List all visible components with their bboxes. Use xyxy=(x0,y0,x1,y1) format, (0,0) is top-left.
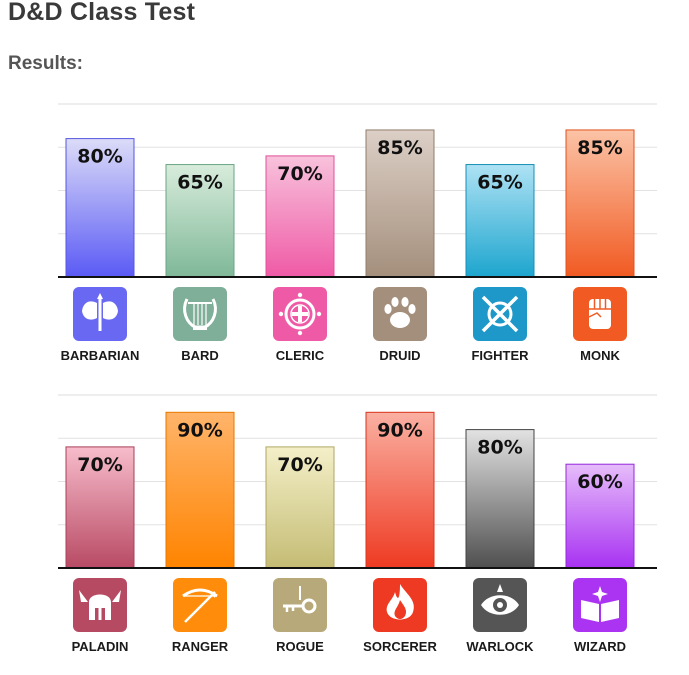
paw-print-icon xyxy=(373,287,427,341)
bow-arrow-icon xyxy=(173,578,227,632)
winged-helmet-icon xyxy=(73,578,127,632)
fist-icon xyxy=(573,287,627,341)
bar-ranger xyxy=(165,411,235,569)
holy-cross-icon xyxy=(273,287,327,341)
class-name-rogue: ROGUE xyxy=(276,639,324,654)
bar-cleric xyxy=(265,155,335,278)
class-name-warlock: WARLOCK xyxy=(466,639,534,654)
page-title: D&D Class Test xyxy=(8,0,196,26)
class-name-fighter: FIGHTER xyxy=(471,348,529,363)
class-name-monk: MONK xyxy=(580,348,620,363)
spellbook-icon xyxy=(573,578,627,632)
bar-value-paladin: 70% xyxy=(77,454,122,476)
bar-value-bard: 65% xyxy=(177,172,222,194)
bar-value-fighter: 65% xyxy=(477,172,522,194)
crossed-swords-icon xyxy=(473,287,527,341)
class-name-bard: BARD xyxy=(181,348,219,363)
results-label: Results: xyxy=(8,53,83,74)
bar-value-rogue: 70% xyxy=(277,454,322,476)
battle-axe-icon xyxy=(73,287,127,341)
bar-value-barbarian: 80% xyxy=(77,146,122,168)
key-dagger-icon xyxy=(273,578,327,632)
bar-value-cleric: 70% xyxy=(277,163,322,185)
bar-rogue xyxy=(265,446,335,569)
bar-monk xyxy=(565,129,635,278)
class-name-paladin: PALADIN xyxy=(72,639,129,654)
bar-value-warlock: 80% xyxy=(477,437,522,459)
eye-icon xyxy=(473,578,527,632)
class-name-sorcerer: SORCERER xyxy=(363,639,437,654)
bar-fighter xyxy=(465,164,535,278)
bar-paladin xyxy=(65,446,135,569)
bar-warlock xyxy=(465,429,535,569)
class-name-ranger: RANGER xyxy=(172,639,229,654)
class-chart-top: 80% BARBARIAN 65% BARD 70% CLERIC 85% DRUID 65% F… xyxy=(58,103,657,363)
bar-barbarian xyxy=(65,138,135,278)
lyre-icon xyxy=(173,287,227,341)
bar-value-wizard: 60% xyxy=(577,471,622,493)
bar-value-ranger: 90% xyxy=(177,419,222,441)
class-name-cleric: CLERIC xyxy=(276,348,325,363)
bar-value-monk: 85% xyxy=(577,137,622,159)
class-name-druid: DRUID xyxy=(379,348,420,363)
bar-bard xyxy=(165,164,235,278)
bar-value-druid: 85% xyxy=(377,137,422,159)
bar-wizard xyxy=(565,463,635,569)
class-chart-bottom: 70% PALADIN 90% RANGER 70% ROGUE 90% SORCERER 80… xyxy=(58,394,657,654)
bar-value-sorcerer: 90% xyxy=(377,419,422,441)
bar-druid xyxy=(365,129,435,278)
class-name-barbarian: BARBARIAN xyxy=(61,348,140,363)
flame-icon xyxy=(373,578,427,632)
class-name-wizard: WIZARD xyxy=(574,639,626,654)
